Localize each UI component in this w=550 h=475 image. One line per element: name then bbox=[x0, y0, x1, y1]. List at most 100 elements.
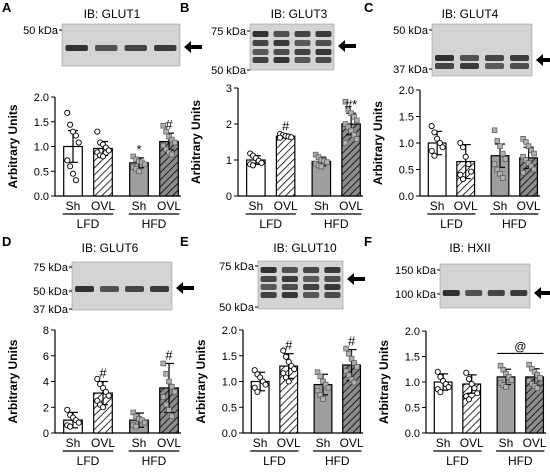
panel-f: F IB: HXII 150 kDa 100 kDa 0.0 0.5 1.0 1.5 2.0 Ar… bbox=[364, 234, 550, 468]
y-tick-label: 2 bbox=[43, 402, 49, 414]
x-category-label: Sh bbox=[66, 199, 81, 213]
x-category-label: OVL bbox=[91, 199, 115, 213]
y-tick-label: 2.0 bbox=[405, 326, 420, 338]
blot-title: IB: GLUT1 bbox=[84, 7, 141, 21]
data-point bbox=[534, 385, 541, 391]
data-point bbox=[254, 388, 261, 395]
significance-marker: #* bbox=[345, 97, 357, 112]
data-point bbox=[315, 154, 322, 160]
blot-band bbox=[154, 45, 177, 51]
kda-label: 37 kDa bbox=[33, 304, 69, 316]
data-point bbox=[166, 407, 172, 413]
data-point bbox=[320, 396, 326, 402]
blot-band bbox=[260, 267, 277, 273]
data-point bbox=[465, 375, 473, 382]
data-point bbox=[257, 374, 264, 381]
blot-band bbox=[150, 286, 169, 292]
blot-title: IB: GLUT10 bbox=[273, 241, 337, 255]
data-point bbox=[428, 122, 435, 130]
x-category-label: OVL bbox=[454, 199, 478, 213]
data-point bbox=[169, 151, 175, 158]
data-point bbox=[474, 390, 481, 397]
kda-label: 50 kDa bbox=[393, 25, 429, 37]
y-tick-label: 0.0 bbox=[399, 191, 414, 203]
data-point bbox=[160, 394, 167, 400]
panel-letter: F bbox=[364, 234, 372, 249]
blot-band bbox=[260, 292, 277, 298]
data-point bbox=[437, 373, 444, 380]
data-point bbox=[494, 138, 501, 144]
data-point bbox=[508, 377, 515, 383]
data-point bbox=[67, 121, 74, 128]
data-point bbox=[459, 175, 467, 183]
x-category-label: OVL bbox=[274, 199, 298, 213]
y-tick-label: 1 bbox=[226, 155, 232, 167]
y-tick-label: 2.0 bbox=[222, 325, 237, 337]
blot-band bbox=[252, 49, 269, 55]
data-point bbox=[163, 401, 169, 408]
kda-label: 75 kDa bbox=[33, 262, 69, 274]
x-category-label: Sh bbox=[66, 436, 81, 450]
blot-band bbox=[260, 276, 277, 282]
data-point bbox=[105, 392, 112, 399]
data-point bbox=[64, 109, 71, 116]
data-point bbox=[251, 384, 258, 391]
data-point bbox=[431, 129, 438, 136]
kda-label: 100 kDa bbox=[395, 289, 437, 301]
blot-band bbox=[100, 286, 119, 292]
data-point bbox=[345, 124, 352, 130]
data-point bbox=[434, 368, 441, 375]
y-tick-label: 8 bbox=[43, 325, 49, 337]
y-axis-label: Arbitrary Units bbox=[6, 104, 20, 188]
data-point bbox=[285, 378, 292, 385]
y-axis-label: Arbitrary Units bbox=[6, 339, 20, 423]
group-label: LFD bbox=[263, 454, 286, 468]
blot-band bbox=[460, 63, 479, 69]
x-category-label: Sh bbox=[314, 199, 329, 213]
data-point bbox=[160, 360, 167, 367]
data-point bbox=[136, 168, 142, 175]
data-point bbox=[431, 152, 438, 159]
data-point bbox=[262, 381, 269, 388]
kda-label: 50 kDa bbox=[33, 286, 69, 298]
kda-label: 150 kDa bbox=[395, 265, 437, 277]
band-arrow-icon bbox=[184, 41, 202, 53]
data-point bbox=[69, 170, 77, 177]
group-label: LFD bbox=[440, 217, 463, 231]
x-category-label: Sh bbox=[436, 436, 451, 450]
blot-band bbox=[485, 63, 504, 69]
x-category-label: Sh bbox=[132, 436, 147, 450]
blot-band bbox=[324, 292, 341, 298]
data-point bbox=[502, 156, 509, 162]
y-tick-label: 0.0 bbox=[34, 191, 49, 203]
data-point bbox=[463, 369, 470, 376]
blot-band bbox=[294, 31, 311, 37]
data-point bbox=[499, 175, 506, 181]
data-point bbox=[465, 396, 473, 403]
blot-band bbox=[281, 284, 298, 290]
blot-band bbox=[435, 55, 454, 61]
y-tick-label: 1.5 bbox=[405, 352, 420, 364]
x-category-label: OVL bbox=[517, 199, 541, 213]
blot-band bbox=[273, 49, 290, 55]
kda-label: 50 kDa bbox=[219, 302, 255, 314]
blot-band bbox=[75, 286, 94, 292]
blot-band bbox=[460, 55, 479, 61]
panel-b: B IB: GLUT3 75 kDa 50 kDa 0 1 2 3 Arbitrary Unit… bbox=[180, 0, 363, 231]
panel-letter: C bbox=[364, 0, 374, 15]
data-point bbox=[499, 150, 506, 157]
data-point bbox=[94, 128, 101, 135]
data-point bbox=[531, 150, 537, 157]
data-point bbox=[169, 383, 175, 390]
data-point bbox=[346, 350, 352, 357]
blot-band bbox=[294, 49, 311, 55]
kda-label: 75 kDa bbox=[211, 26, 247, 38]
group-label: LFD bbox=[77, 217, 100, 231]
blot-image bbox=[249, 23, 335, 71]
data-point bbox=[345, 106, 352, 112]
data-point bbox=[457, 171, 464, 178]
significance-marker: * bbox=[136, 142, 141, 157]
significance-marker: # bbox=[285, 338, 293, 353]
x-category-label: OVL bbox=[339, 199, 363, 213]
